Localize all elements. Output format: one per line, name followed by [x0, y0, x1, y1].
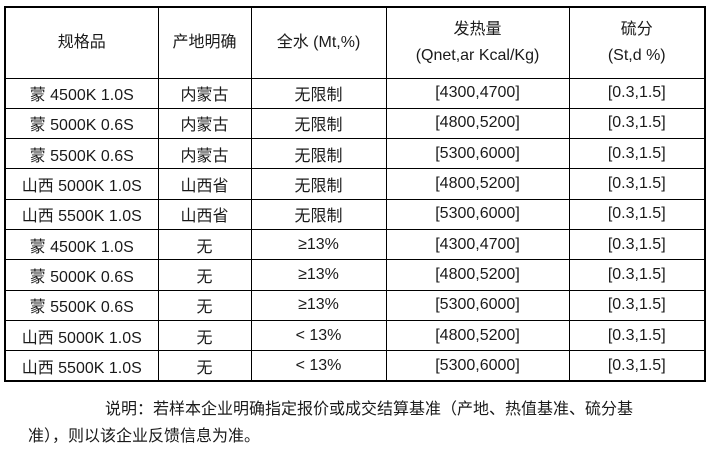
table-row: 蒙 5500K 0.6S 无 ≥13% [5300,6000] [0.3,1.5… [4, 289, 706, 321]
cell-spec: 蒙 5500K 0.6S [4, 138, 159, 170]
footnote-line-2: 准），则以该企业反馈信息为准。 [28, 428, 261, 445]
cell-origin: 内蒙古 [157, 138, 252, 170]
cell-spec: 蒙 4500K 1.0S [4, 77, 159, 109]
cell-sulfur: [0.3,1.5] [568, 107, 706, 140]
cell-moisture: 无限制 [250, 77, 387, 109]
col-header-moisture-title: 全水 (Mt,%) [276, 33, 361, 51]
cell-calorific: [4800,5200] [385, 259, 570, 291]
cell-spec: 蒙 5500K 0.6S [4, 289, 159, 321]
cell-origin: 内蒙古 [157, 77, 252, 109]
cell-moisture: ≥13% [250, 289, 387, 321]
col-header-calorific-title: 发热量 [453, 20, 502, 38]
table-row: 蒙 4500K 1.0S 无 ≥13% [4300,4700] [0.3,1.5… [4, 228, 706, 261]
table-row: 蒙 5500K 0.6S 内蒙古 无限制 [5300,6000] [0.3,1.… [4, 138, 706, 170]
col-header-sulfur-title: 硫分 [620, 20, 653, 38]
cell-calorific: [4300,4700] [385, 228, 570, 261]
table-row: 山西 5500K 1.0S 无 < 13% [5300,6000] [0.3,1… [4, 350, 706, 382]
cell-calorific: [5300,6000] [385, 350, 570, 382]
cell-sulfur: [0.3,1.5] [568, 228, 706, 261]
cell-spec: 蒙 5000K 0.6S [4, 107, 159, 140]
col-header-origin: 产地明确 [157, 6, 252, 79]
cell-calorific: [5300,6000] [385, 138, 570, 170]
cell-origin: 无 [157, 228, 252, 261]
cell-calorific: [5300,6000] [385, 289, 570, 321]
coal-spec-table: 规格品 产地明确 全水 (Mt,%) 发热量 (Qnet,ar Kcal/Kg)… [4, 6, 706, 382]
cell-moisture: 无限制 [250, 107, 387, 140]
cell-sulfur: [0.3,1.5] [568, 198, 706, 230]
cell-spec: 蒙 4500K 1.0S [4, 228, 159, 261]
header-row: 规格品 产地明确 全水 (Mt,%) 发热量 (Qnet,ar Kcal/Kg)… [4, 6, 706, 79]
cell-sulfur: [0.3,1.5] [568, 289, 706, 321]
col-header-moisture: 全水 (Mt,%) [250, 6, 387, 79]
col-header-spec-title: 规格品 [57, 33, 106, 51]
cell-moisture: < 13% [250, 350, 387, 382]
cell-moisture: ≥13% [250, 259, 387, 291]
cell-spec: 山西 5500K 1.0S [4, 198, 159, 230]
cell-spec: 山西 5000K 1.0S [4, 319, 159, 352]
cell-origin: 无 [157, 319, 252, 352]
cell-origin: 山西省 [157, 198, 252, 230]
cell-moisture: 无限制 [250, 138, 387, 170]
table-row: 山西 5000K 1.0S 山西省 无限制 [4800,5200] [0.3,1… [4, 168, 706, 200]
col-header-calorific: 发热量 (Qnet,ar Kcal/Kg) [385, 6, 570, 79]
cell-origin: 无 [157, 259, 252, 291]
col-header-sulfur-subtitle: (St,d %) [607, 46, 666, 64]
cell-sulfur: [0.3,1.5] [568, 319, 706, 352]
cell-origin: 内蒙古 [157, 107, 252, 140]
cell-calorific: [4300,4700] [385, 77, 570, 109]
cell-calorific: [4800,5200] [385, 107, 570, 140]
cell-moisture: < 13% [250, 319, 387, 352]
cell-sulfur: [0.3,1.5] [568, 138, 706, 170]
cell-spec: 山西 5000K 1.0S [4, 168, 159, 200]
table-row: 蒙 5000K 0.6S 内蒙古 无限制 [4800,5200] [0.3,1.… [4, 107, 706, 140]
cell-origin: 无 [157, 289, 252, 321]
cell-moisture: 无限制 [250, 168, 387, 200]
footnote: 说明：若样本企业明确指定报价或成交结算基准（产地、热值基准、硫分基 准），则以该… [28, 396, 690, 450]
table-row: 山西 5500K 1.0S 山西省 无限制 [5300,6000] [0.3,1… [4, 198, 706, 230]
cell-sulfur: [0.3,1.5] [568, 168, 706, 200]
cell-origin: 山西省 [157, 168, 252, 200]
col-header-calorific-subtitle: (Qnet,ar Kcal/Kg) [415, 46, 540, 64]
col-header-origin-title: 产地明确 [172, 33, 237, 51]
table-row: 蒙 4500K 1.0S 内蒙古 无限制 [4300,4700] [0.3,1.… [4, 77, 706, 109]
cell-spec: 山西 5500K 1.0S [4, 350, 159, 382]
cell-sulfur: [0.3,1.5] [568, 350, 706, 382]
cell-calorific: [4800,5200] [385, 168, 570, 200]
table-row: 蒙 5000K 0.6S 无 ≥13% [4800,5200] [0.3,1.5… [4, 259, 706, 291]
col-header-sulfur: 硫分 (St,d %) [568, 6, 706, 79]
table-row: 山西 5000K 1.0S 无 < 13% [4800,5200] [0.3,1… [4, 319, 706, 352]
cell-sulfur: [0.3,1.5] [568, 77, 706, 109]
cell-origin: 无 [157, 350, 252, 382]
cell-moisture: 无限制 [250, 198, 387, 230]
cell-calorific: [5300,6000] [385, 198, 570, 230]
cell-calorific: [4800,5200] [385, 319, 570, 352]
footnote-line-1: 说明：若样本企业明确指定报价或成交结算基准（产地、热值基准、硫分基 [105, 401, 634, 418]
col-header-spec: 规格品 [4, 6, 159, 79]
cell-spec: 蒙 5000K 0.6S [4, 259, 159, 291]
cell-sulfur: [0.3,1.5] [568, 259, 706, 291]
cell-moisture: ≥13% [250, 228, 387, 261]
